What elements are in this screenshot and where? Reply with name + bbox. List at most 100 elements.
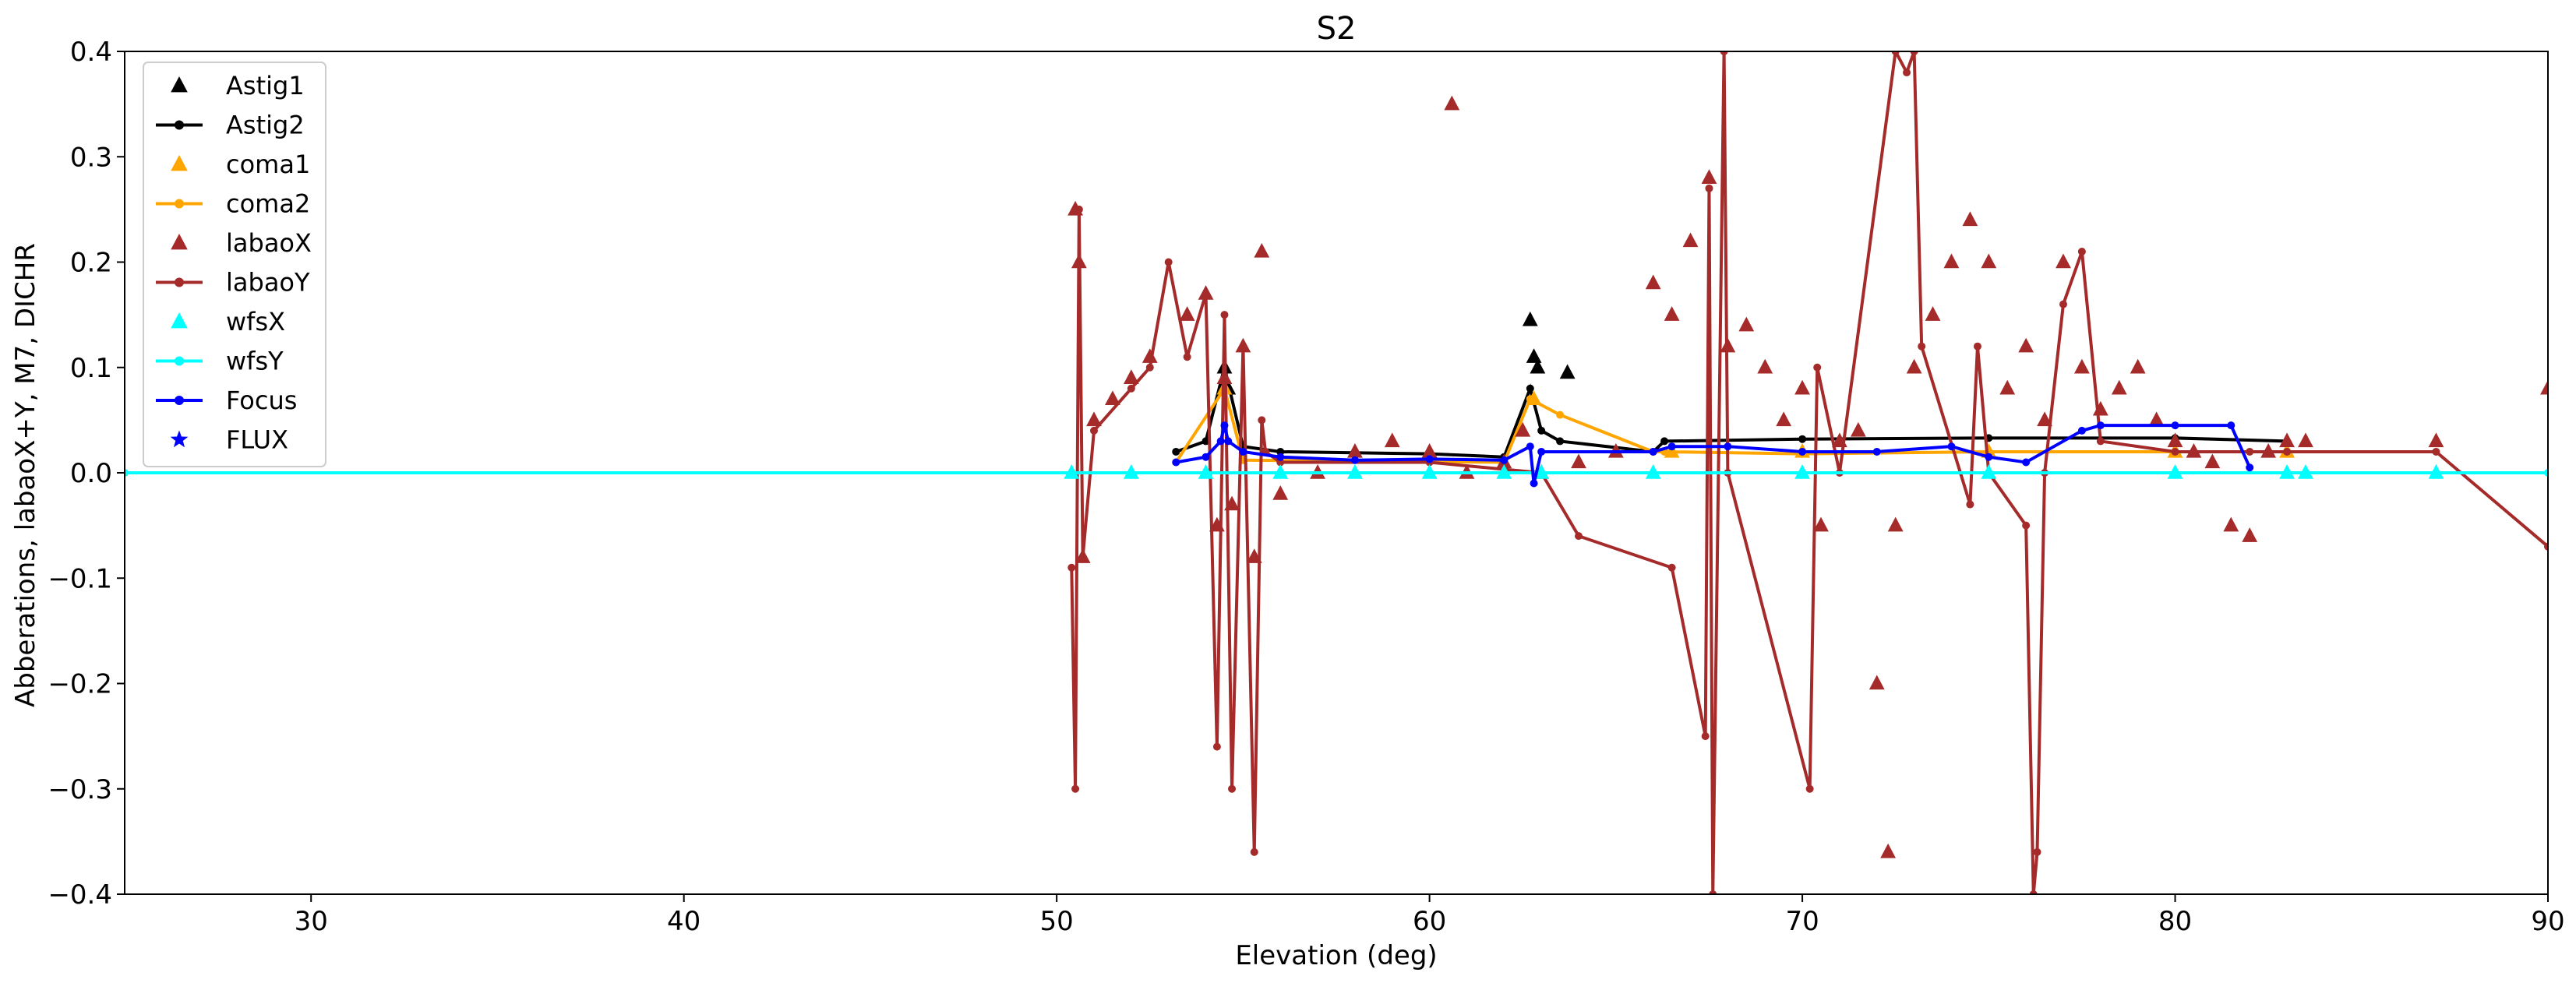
focus-point [1172, 458, 1180, 467]
labaoy-point [1164, 258, 1173, 266]
astig2-point [1202, 437, 1210, 446]
labaox-point [1999, 379, 2016, 395]
chart-title: S2 [1317, 11, 1357, 47]
labaox-point [1515, 421, 1531, 437]
focus-point [1526, 442, 1534, 451]
labaox-point [1384, 432, 1400, 448]
series-group [125, 51, 2548, 894]
labaoy-point [2022, 521, 2031, 530]
legend-handle-triangle [171, 76, 188, 93]
focus-point [1220, 421, 1229, 430]
legend-label: FLUX [226, 425, 288, 455]
labaoy-point [2283, 447, 2292, 456]
focus-point [1216, 437, 1225, 446]
focus-point [2227, 421, 2235, 430]
labaox-point [1571, 453, 1586, 469]
wfsy-point [125, 469, 129, 477]
astig1-point [1559, 364, 1576, 379]
legend-label: labaoX [226, 228, 312, 258]
labaoy-point [1228, 784, 1237, 793]
labaoy-point [2432, 447, 2440, 456]
focus-point [1276, 453, 1285, 461]
legend-label: coma1 [226, 150, 310, 179]
labaox-point [1981, 253, 1997, 269]
labaoy-point [1078, 553, 1087, 562]
labaoy-point [1709, 890, 1717, 894]
labaoy-point [1891, 51, 1900, 55]
legend-handle-triangle [171, 155, 188, 171]
legend-handle-dot [175, 120, 184, 130]
labaoy-point [2544, 542, 2548, 551]
labaox-point [2092, 400, 2108, 416]
legend-label: coma2 [226, 189, 310, 219]
legend-entry-wfsx: wfsX [171, 307, 285, 336]
legend-entry-coma1: coma1 [171, 150, 310, 179]
focus-point [2171, 421, 2179, 430]
legend-entry-astig2: Astig2 [156, 111, 305, 140]
labaoy-point [1145, 363, 1154, 372]
labaoy-point [2059, 300, 2067, 308]
labaoy-point [2096, 437, 2105, 446]
x-tick-label: 90 [2531, 906, 2564, 937]
labaoy-point [1071, 784, 1080, 793]
focus-point [1500, 456, 1509, 464]
labaoy-point [1705, 184, 1713, 192]
legend-entry-wfsy: wfsY [156, 347, 284, 376]
labaoy-point [1090, 426, 1098, 435]
labaoy-point [2246, 447, 2254, 456]
labaox-point [1664, 306, 1680, 321]
coma2-point [1526, 395, 1534, 403]
focus-point [1798, 447, 1807, 456]
labaox-point [1254, 242, 1270, 258]
labaoy-point [1805, 784, 1814, 793]
labaoy-point [1075, 205, 1083, 213]
legend-entry-labaox: labaoX [171, 228, 312, 258]
y-tick-label: −0.1 [48, 563, 112, 594]
series-focus [1172, 421, 2254, 488]
coma2-point [1556, 410, 1565, 419]
astig1-point [1526, 348, 1542, 363]
legend-handle-dot [175, 277, 184, 287]
labaox-point [2223, 516, 2239, 532]
labaox-point [2167, 432, 2183, 448]
labaoy-point [2033, 847, 2041, 856]
series-astig1 [1216, 311, 1576, 395]
legend-label: wfsY [226, 347, 284, 376]
labaoy-point [1250, 847, 1258, 856]
labaox-point [2242, 527, 2258, 542]
focus-point [1350, 456, 1359, 464]
labaox-point [1444, 95, 1460, 111]
y-axis-label: Abberations, labaoX+Y, M7, DICHR [10, 243, 41, 707]
wfsy-point [2544, 469, 2548, 477]
legend: Astig1 Astig2 coma1 coma2 labaoX labaoY wfsX wf… [143, 62, 326, 467]
focus-point [1425, 455, 1434, 463]
labaoy-point [1183, 353, 1191, 361]
labaox-point [1962, 211, 1978, 227]
labaox-point [1813, 516, 1829, 532]
legend-entry-flux: FLUX [170, 425, 288, 455]
labaoy-point [1813, 363, 1822, 372]
focus-point [1667, 442, 1676, 451]
labaoy-point [1067, 563, 1076, 572]
labaox-point [2037, 411, 2052, 427]
labaox-point [2428, 432, 2444, 448]
labaoy-point [1903, 69, 1911, 77]
labaoy-point [1667, 563, 1676, 572]
focus-point [1224, 437, 1233, 446]
series-wfsy [125, 469, 2548, 477]
labaoy-point [1575, 532, 1583, 541]
labaox-point [1943, 253, 1960, 269]
labaox-point [1105, 390, 1120, 406]
y-tick-label: 0.4 [70, 37, 112, 68]
x-tick-label: 50 [1040, 906, 1074, 937]
wfsy-point [1425, 469, 1434, 477]
labaox-point [2018, 337, 2034, 353]
labaox-point [1701, 169, 1717, 184]
legend-handle-star [170, 430, 189, 448]
labaox-point [1272, 485, 1289, 500]
astig1-point [1530, 358, 1546, 374]
focus-point [1239, 447, 1247, 456]
legend-handle-triangle [171, 312, 188, 329]
legend-entry-coma2: coma2 [156, 189, 310, 219]
